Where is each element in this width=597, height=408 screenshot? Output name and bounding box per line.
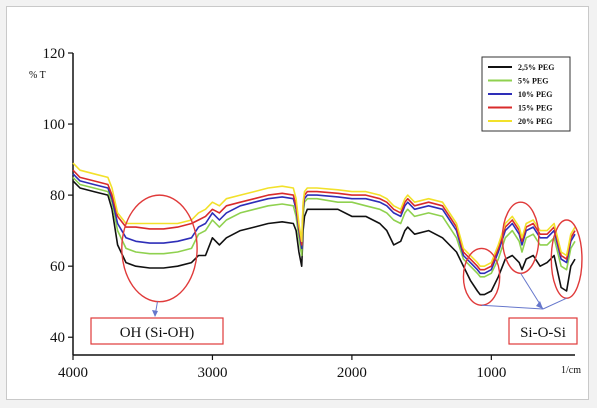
- oh-label-box: [90, 317, 224, 345]
- legend-label-3: 10% PEG: [518, 90, 552, 99]
- x-axis-title: 1/cm: [561, 365, 581, 376]
- series-line-1: [72, 180, 576, 296]
- x-tick-label: 4000: [58, 365, 88, 381]
- si-o-si-arrow-1: [481, 304, 544, 310]
- legend-label-5: 20% PEG: [518, 117, 552, 126]
- y-tick-label: 80: [50, 188, 65, 204]
- y-tick-label: 100: [43, 117, 66, 133]
- oh-ellipse: [121, 194, 198, 303]
- y-axis-title: % T: [29, 70, 46, 81]
- oh-arrow-head: [152, 310, 158, 317]
- y-tick-label: 120: [43, 46, 66, 62]
- x-tick-label: 2000: [337, 365, 367, 381]
- chart-frame: 120 100 80 60 40 % T 4000 3000 2000 1000 1/cm OH …: [6, 6, 589, 400]
- y-tick-label: 40: [50, 330, 65, 346]
- x-tick-label: 1000: [476, 365, 506, 381]
- ftir-chart: 120 100 80 60 40 % T 4000 3000 2000 1000 1/cm OH …: [29, 46, 583, 381]
- annotation-layer: OH (Si-OH) Si-O-Si: [90, 194, 583, 345]
- si-o-si-arrow-3: [542, 297, 567, 310]
- si-o-si-arrow-head: [536, 301, 543, 309]
- y-axis-labels: 120 100 80 60 40 % T: [29, 46, 65, 346]
- y-tick-label: 60: [50, 259, 65, 275]
- series-line-5: [72, 162, 576, 268]
- legend-label-1: 2,5% PEG: [518, 63, 554, 72]
- x-axis-labels: 4000 3000 2000 1000 1/cm: [58, 365, 581, 381]
- legend: 2,5% PEG 5% PEG 10% PEG 15% PEG 20% PEG: [481, 56, 571, 132]
- axes: [68, 52, 575, 360]
- oh-label: OH (Si-OH): [120, 325, 195, 341]
- x-tick-label: 3000: [197, 365, 227, 381]
- legend-label-4: 15% PEG: [518, 104, 552, 113]
- series-line-4: [72, 169, 576, 271]
- legend-label-2: 5% PEG: [518, 77, 548, 86]
- series-line-3: [72, 173, 576, 275]
- si-o-si-label: Si-O-Si: [520, 325, 566, 341]
- series-layer: [72, 162, 576, 296]
- series-line-2: [72, 176, 576, 278]
- si-o-si-label-box: [508, 317, 578, 345]
